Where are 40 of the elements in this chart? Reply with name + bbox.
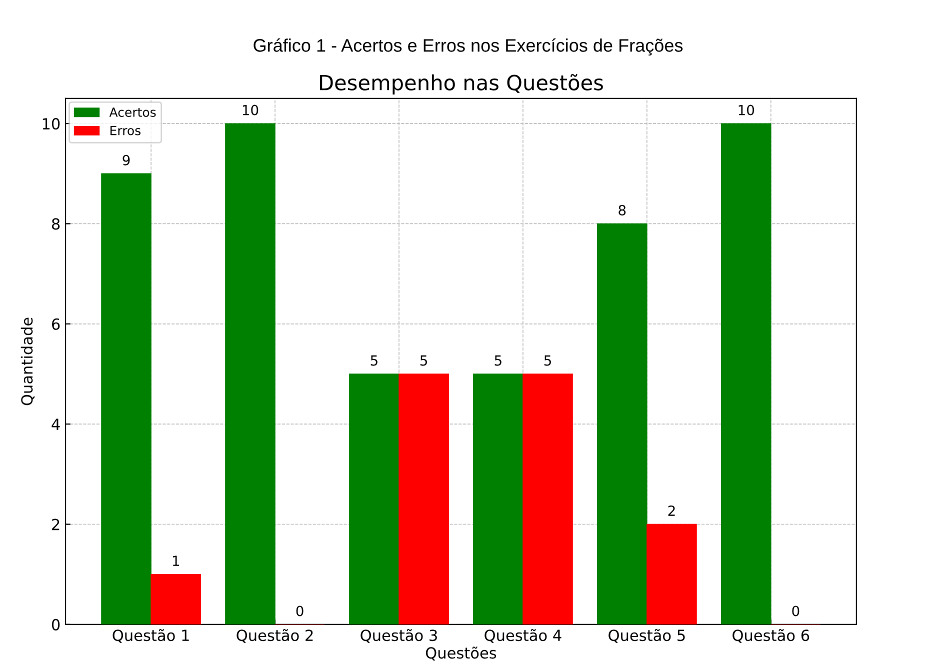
x-axis-title: Questões <box>426 646 496 660</box>
y-tick-label: 10 <box>42 118 60 130</box>
data-label: 8 <box>618 204 626 216</box>
y-tick-label: 8 <box>52 218 60 230</box>
bar <box>720 123 772 624</box>
data-label: 1 <box>172 556 179 566</box>
bar <box>596 223 648 624</box>
bar <box>473 374 524 624</box>
x-tick-label: Questão 1 <box>112 629 189 643</box>
legend-label: Erros <box>110 126 140 136</box>
bar <box>398 374 449 624</box>
y-tick-label: 2 <box>52 518 60 530</box>
data-label: 0 <box>296 606 304 616</box>
bar <box>150 574 201 624</box>
data-label: 9 <box>122 154 130 166</box>
x-tick-label: Questão 4 <box>484 629 562 643</box>
chart-subtitle: Desempenho nas Questões <box>320 74 603 94</box>
bar <box>349 374 400 624</box>
bar <box>646 524 697 624</box>
data-label: 5 <box>420 355 427 366</box>
x-tick-label: Questão 3 <box>360 629 437 643</box>
data-label: 10 <box>738 104 754 116</box>
x-tick-label: Questão 6 <box>732 629 810 643</box>
data-label: 5 <box>370 355 378 366</box>
bar <box>225 123 276 624</box>
y-axis-title: Quantidade <box>20 318 34 406</box>
data-label: 5 <box>494 355 502 366</box>
bar <box>522 374 573 624</box>
y-tick-label: 6 <box>52 318 60 330</box>
bar <box>101 173 152 624</box>
data-label: 5 <box>544 355 551 366</box>
data-label: 10 <box>242 104 258 116</box>
y-tick-label: 0 <box>52 618 60 630</box>
legend-label: Acertos <box>109 108 156 117</box>
y-tick-label: 4 <box>52 418 60 430</box>
data-label: 0 <box>792 606 800 616</box>
data-label: 2 <box>668 506 675 516</box>
x-tick-label: Questão 5 <box>608 629 685 643</box>
chart-title: Gráfico 1 - Acertos e Erros nos Exercícios de Frações <box>254 38 683 56</box>
x-tick-label: Questão 2 <box>236 629 313 643</box>
